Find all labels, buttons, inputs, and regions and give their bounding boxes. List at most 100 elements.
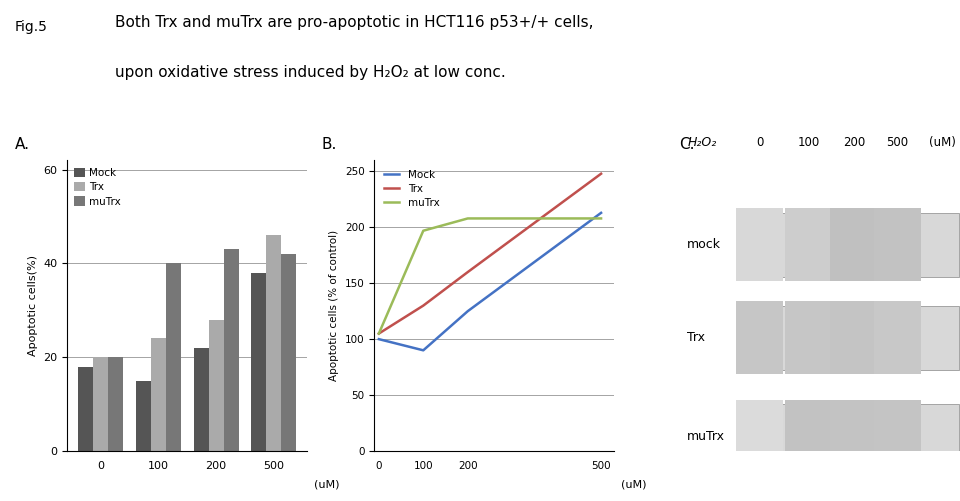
Bar xyxy=(835,402,873,470)
Bar xyxy=(796,309,821,366)
Bar xyxy=(784,208,831,281)
Bar xyxy=(135,381,151,451)
Bar xyxy=(874,400,921,473)
Bar xyxy=(845,312,863,364)
Legend: Mock, Trx, muTrx: Mock, Trx, muTrx xyxy=(379,165,444,212)
Text: muTrx: muTrx xyxy=(687,430,726,443)
Bar xyxy=(830,400,877,473)
Y-axis label: Apoptotic cells(%): Apoptotic cells(%) xyxy=(28,255,37,356)
Bar xyxy=(736,301,783,374)
Line: Mock: Mock xyxy=(379,213,601,350)
Bar xyxy=(793,213,824,276)
Bar xyxy=(266,235,281,451)
Y-axis label: Apoptotic cells (% of control): Apoptotic cells (% of control) xyxy=(329,230,340,381)
Mock xyxy=(462,308,473,314)
Bar xyxy=(784,301,831,374)
Bar xyxy=(842,408,866,465)
Text: 200: 200 xyxy=(843,136,865,149)
Bar xyxy=(749,404,959,468)
Bar xyxy=(878,304,916,372)
Bar xyxy=(796,408,821,465)
Bar xyxy=(830,208,877,281)
Bar xyxy=(748,309,772,366)
Bar xyxy=(845,218,863,271)
Trx xyxy=(595,171,607,177)
Text: B.: B. xyxy=(322,137,337,152)
Text: Both Trx and muTrx are pro-apoptotic in HCT116 p53+/+ cells,: Both Trx and muTrx are pro-apoptotic in … xyxy=(115,15,593,30)
Bar xyxy=(789,210,828,279)
Bar xyxy=(166,264,180,451)
Mock xyxy=(595,210,607,216)
Bar xyxy=(888,410,906,462)
Bar xyxy=(845,410,863,462)
Bar xyxy=(885,408,909,465)
Text: 100: 100 xyxy=(797,136,820,149)
Bar xyxy=(882,213,912,276)
Bar xyxy=(749,212,959,277)
Text: Fig.5: Fig.5 xyxy=(14,20,47,34)
Bar xyxy=(736,400,783,473)
Bar xyxy=(751,410,769,462)
Bar xyxy=(799,410,818,462)
Text: Trx: Trx xyxy=(687,331,706,344)
Text: (uM): (uM) xyxy=(314,480,339,490)
Mock xyxy=(418,347,429,353)
Bar xyxy=(108,357,123,451)
Bar xyxy=(748,408,772,465)
Bar xyxy=(882,306,912,369)
Bar xyxy=(784,400,831,473)
Text: C.: C. xyxy=(680,137,695,152)
Bar xyxy=(748,216,772,274)
Text: (uM): (uM) xyxy=(929,136,956,149)
Bar xyxy=(224,249,239,451)
Trx xyxy=(462,269,473,275)
Bar xyxy=(793,405,824,468)
Bar xyxy=(799,218,818,271)
Bar xyxy=(741,402,779,470)
Bar xyxy=(745,405,775,468)
muTrx xyxy=(595,215,607,221)
Text: 0: 0 xyxy=(756,136,763,149)
muTrx xyxy=(418,228,429,234)
Bar xyxy=(208,320,224,451)
Text: (uM): (uM) xyxy=(621,480,646,490)
Mock xyxy=(373,336,385,342)
Bar xyxy=(793,306,824,369)
Bar xyxy=(885,309,909,366)
Bar xyxy=(194,348,208,451)
Bar xyxy=(736,208,783,281)
Bar xyxy=(842,216,866,274)
Bar xyxy=(741,304,779,372)
Text: mock: mock xyxy=(687,238,721,251)
Text: A.: A. xyxy=(14,137,30,152)
Text: H₂O₂: H₂O₂ xyxy=(687,136,716,149)
muTrx xyxy=(462,215,473,221)
Bar xyxy=(839,213,869,276)
Bar xyxy=(888,218,906,271)
Bar xyxy=(93,357,108,451)
Line: Trx: Trx xyxy=(379,174,601,334)
Bar xyxy=(751,218,769,271)
Bar xyxy=(252,273,266,451)
Bar xyxy=(745,306,775,369)
Bar xyxy=(839,306,869,369)
Bar xyxy=(882,405,912,468)
Text: 500: 500 xyxy=(886,136,908,149)
Bar xyxy=(281,254,297,451)
muTrx xyxy=(373,331,385,337)
Trx xyxy=(418,303,429,309)
Bar xyxy=(796,216,821,274)
Bar xyxy=(878,210,916,279)
Bar xyxy=(751,312,769,364)
Bar xyxy=(835,210,873,279)
Bar xyxy=(799,312,818,364)
Bar xyxy=(741,210,779,279)
Bar xyxy=(789,304,828,372)
Bar xyxy=(78,367,93,451)
Bar xyxy=(789,402,828,470)
Trx xyxy=(373,331,385,337)
Bar xyxy=(874,208,921,281)
Text: upon oxidative stress induced by H₂O₂ at low conc.: upon oxidative stress induced by H₂O₂ at… xyxy=(115,65,506,80)
Bar xyxy=(830,301,877,374)
Bar xyxy=(878,402,916,470)
